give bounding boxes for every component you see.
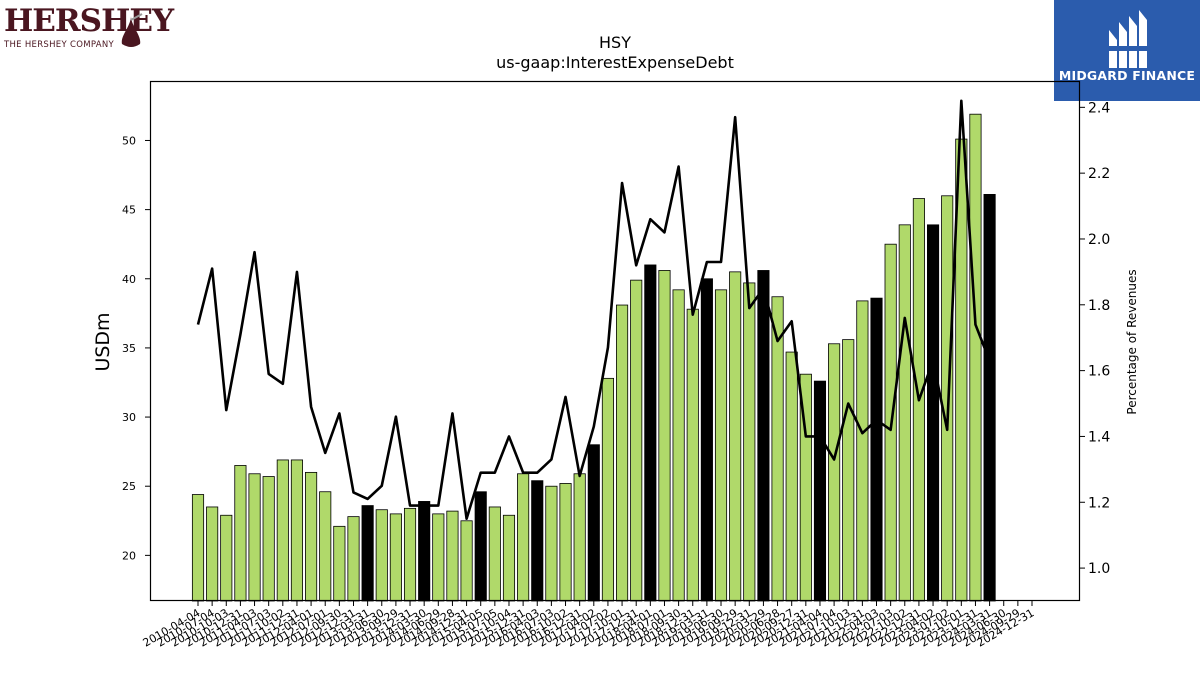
bar [333,525,346,602]
bar [672,289,685,602]
bar [389,513,402,602]
bar [290,459,304,602]
bar [658,270,671,602]
y2-tick-label: 1.0 [1088,561,1110,577]
y2-tick-label: 1.6 [1088,364,1110,380]
bar [502,514,516,602]
y2-tick-label: 2.2 [1088,166,1110,182]
y-tick-label: 45 [122,204,136,217]
y-tick-label: 30 [122,411,136,424]
y2-tick-label: 1.8 [1088,298,1110,314]
hershey-subtitle: THE HERSHEY COMPANY [4,40,114,50]
y2-tick-label: 2.4 [1088,100,1110,116]
bar [771,296,784,602]
bar [870,297,883,602]
y-tick-label: 40 [122,273,136,286]
bar [375,509,388,602]
y2-tick-label: 1.2 [1088,495,1110,511]
bar [969,113,982,602]
bar [898,224,911,602]
bar [418,501,431,602]
bar [559,483,572,602]
bar [262,476,275,602]
bar [757,270,770,602]
bar [220,514,233,602]
bar [446,510,459,602]
bar [828,343,841,602]
bar [206,506,219,602]
y-tick-label: 20 [122,549,136,562]
revenue-percentage-line [196,99,991,521]
bar [700,278,713,602]
bar [644,264,657,602]
plot-frame [149,80,1081,602]
bar [531,480,544,602]
bar [319,491,332,602]
bar [927,224,940,602]
bar [587,444,600,602]
y2-axis-label: Percentage of Revenues [1125,269,1139,414]
bar [191,494,205,602]
midgard-finance-logo: MIDGARD FINANCE [1054,0,1200,101]
chart-subtitle: us-gaap:InterestExpenseDebt [496,53,734,72]
bar [276,459,289,602]
bar [630,279,643,602]
bar [743,282,756,602]
bar [474,491,487,602]
y-axis-label: USDm [92,312,114,371]
bar [573,473,586,602]
kiss-drop-icon [121,13,143,47]
bar [234,465,247,602]
chart-title: HSY [599,33,631,52]
bar [813,380,827,602]
bar [347,516,360,602]
y-tick-label: 25 [122,480,136,493]
y2-tick-label: 2.0 [1088,232,1110,248]
bar [361,505,374,602]
bar [403,507,417,602]
midgard-emblem-icon [1109,10,1147,68]
y-tick-label: 35 [122,342,136,355]
y2-tick-label: 1.4 [1088,429,1110,445]
bar [601,377,614,602]
bar [545,485,558,602]
bar [686,308,699,602]
y-axis-left: 20 25 30 35 40 45 50 [122,134,150,562]
bar [941,195,954,602]
line-group [196,99,991,521]
bar [460,520,473,602]
midgard-finance-name: MIDGARD FINANCE [1058,68,1196,83]
y-tick-label: 50 [122,134,136,147]
x-axis: 2010-04-042010-07-042010-10-032010-12-31… [141,601,1037,650]
bar [517,473,530,602]
bar [983,193,996,602]
bar [305,471,318,602]
bar [714,289,728,602]
bar [488,506,501,602]
bar [729,271,742,602]
bar [432,513,445,602]
bar [616,304,629,602]
bar [248,473,261,602]
bar [785,351,798,602]
bar [842,339,855,602]
y-axis-right: 1.0 1.2 1.4 1.6 1.8 2.0 2.2 2.4 [1080,100,1110,577]
bars-group [191,113,996,602]
bar [856,300,869,602]
